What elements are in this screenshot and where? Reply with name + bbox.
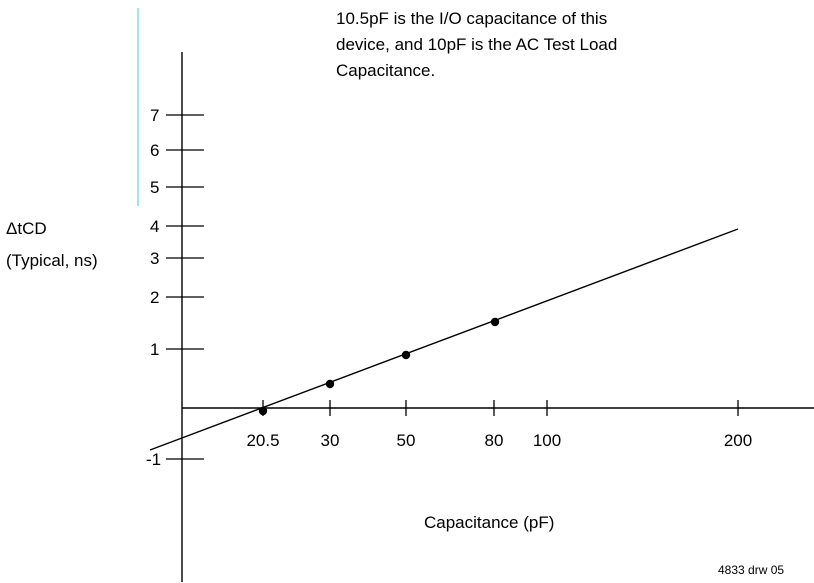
annotation-line-2: device, and 10pF is the AC Test Load — [336, 35, 617, 54]
data-point — [401, 350, 411, 360]
annotation-line-3: Capacitance. — [336, 61, 435, 80]
y-axis-label-line2: (Typical, ns) — [6, 251, 98, 270]
y-tick-label: 4 — [150, 217, 159, 236]
x-tick-label: 30 — [321, 431, 340, 450]
y-tick-label: 1 — [150, 340, 159, 359]
y-tick-label: 3 — [150, 249, 159, 268]
y-tick-label: 6 — [150, 141, 159, 160]
data-points — [258, 317, 500, 416]
data-point — [490, 317, 500, 327]
x-tick-label: 50 — [397, 431, 416, 450]
x-tick-label: 80 — [485, 431, 504, 450]
y-tick-label: 5 — [150, 178, 159, 197]
figure-id: 4833 drw 05 — [718, 563, 784, 577]
y-tick-label: -1 — [146, 450, 161, 469]
y-ticks: -1 1 2 3 4 5 6 7 — [146, 106, 204, 469]
annotation-line-1: 10.5pF is the I/O capacitance of this — [336, 9, 607, 28]
trend-line — [149, 228, 739, 451]
y-axis-label-line1: ΔtCD — [6, 219, 47, 238]
x-tick-label: 100 — [533, 431, 561, 450]
y-tick-label: 2 — [150, 288, 159, 307]
y-tick-label: 7 — [150, 106, 159, 125]
data-point — [325, 379, 335, 389]
x-tick-label: 20.5 — [246, 431, 279, 450]
data-point — [258, 406, 268, 416]
x-ticks: 20.5 30 50 80 100 200 — [246, 400, 752, 450]
x-axis-label: Capacitance (pF) — [424, 513, 554, 532]
x-tick-label: 200 — [724, 431, 752, 450]
